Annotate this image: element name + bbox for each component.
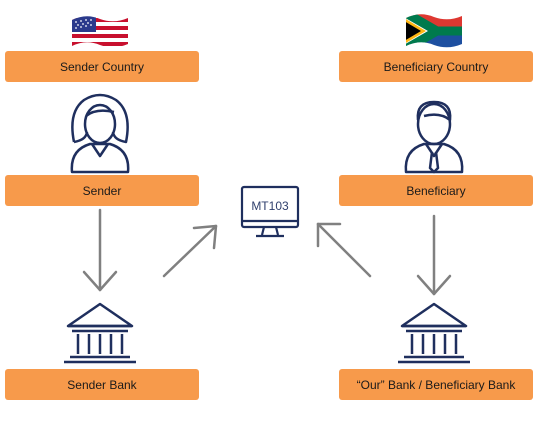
man-icon bbox=[404, 100, 464, 174]
us-flag-icon bbox=[72, 16, 128, 48]
sender-country-label: Sender Country bbox=[5, 51, 199, 82]
sender-bank-label: Sender Bank bbox=[5, 369, 199, 400]
arrow-sender-bank-to-message bbox=[162, 224, 218, 278]
south-africa-flag-icon bbox=[406, 14, 462, 48]
beneficiary-bank-icon bbox=[398, 302, 470, 364]
beneficiary-bank-label: “Our” Bank / Beneficiary Bank bbox=[339, 369, 533, 400]
woman-icon bbox=[70, 93, 130, 174]
beneficiary-label: Beneficiary bbox=[339, 175, 533, 206]
sender-label: Sender bbox=[5, 175, 199, 206]
arrow-beneficiary-bank-to-message bbox=[316, 222, 372, 278]
arrows bbox=[82, 208, 452, 296]
mt103-label: MT103 bbox=[251, 199, 289, 213]
computer-monitor-icon bbox=[240, 185, 300, 238]
arrow-sender-to-bank bbox=[82, 208, 118, 292]
sender-bank-icon bbox=[64, 302, 136, 364]
beneficiary-country-label: Beneficiary Country bbox=[339, 51, 533, 82]
arrow-beneficiary-to-bank bbox=[416, 214, 452, 296]
